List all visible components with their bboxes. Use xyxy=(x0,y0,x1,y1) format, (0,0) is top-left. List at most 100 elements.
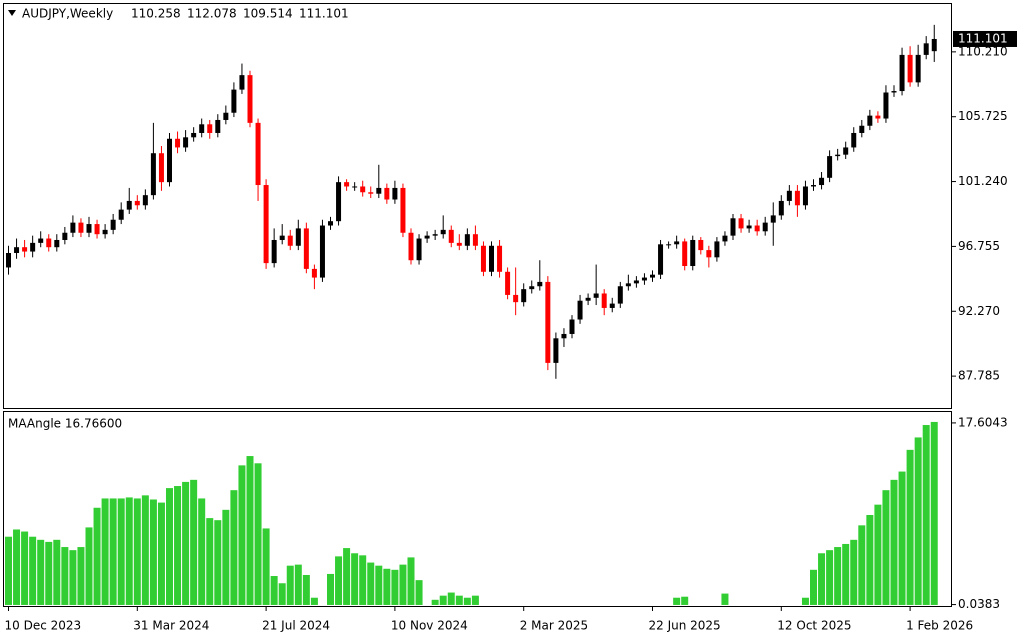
price-label-box xyxy=(953,30,1017,47)
candle-body xyxy=(207,124,213,133)
histogram-bar xyxy=(351,553,359,605)
histogram-bar xyxy=(407,557,415,605)
y-tick-label: 0.0383 xyxy=(958,597,1000,611)
candle-body xyxy=(46,238,52,248)
candle-body xyxy=(22,247,28,252)
histogram-bar xyxy=(359,555,367,605)
candle-body xyxy=(62,232,68,240)
candle-body xyxy=(923,43,929,55)
candle-body xyxy=(553,338,559,363)
histogram-bar xyxy=(69,550,77,605)
x-tick-label: 1 Feb 2026 xyxy=(906,619,973,633)
candle-body xyxy=(360,186,366,193)
candle-body xyxy=(126,200,132,210)
histogram-bar xyxy=(270,576,278,605)
x-tick-label: 12 Oct 2025 xyxy=(777,619,851,633)
candle-body xyxy=(432,234,438,236)
histogram-bar xyxy=(246,456,254,605)
candle-body xyxy=(714,241,720,258)
histogram-bar xyxy=(367,562,375,605)
candle-body xyxy=(802,186,808,206)
candle-body xyxy=(150,153,156,196)
candle-body xyxy=(891,91,897,93)
candle-body xyxy=(239,75,245,90)
candle-body xyxy=(931,38,937,52)
candle-body xyxy=(247,75,253,123)
candle-body xyxy=(311,268,317,278)
histogram-bar xyxy=(198,498,206,605)
histogram-bar xyxy=(399,564,407,605)
histogram-bar xyxy=(214,520,222,605)
histogram-bar xyxy=(335,556,343,605)
candle-body xyxy=(336,182,342,222)
candle-body xyxy=(867,115,873,126)
candle-body xyxy=(472,234,478,246)
candle-body xyxy=(328,221,333,226)
histogram-bar xyxy=(238,465,246,605)
histogram-bar xyxy=(206,518,214,605)
histogram-bar xyxy=(906,449,914,605)
candle-body xyxy=(255,122,261,186)
candle-body xyxy=(577,300,583,320)
y-tick-label: 92.270 xyxy=(958,304,1000,318)
candle-body xyxy=(819,177,825,186)
candle-body xyxy=(344,182,350,187)
histogram-bar xyxy=(166,488,173,605)
histogram-bar xyxy=(858,525,866,605)
histogram-bar xyxy=(471,595,479,605)
histogram-bar xyxy=(850,539,858,605)
candle-body xyxy=(440,229,446,235)
histogram-bar xyxy=(254,463,262,605)
candle-body xyxy=(497,245,503,272)
histogram-bar xyxy=(826,550,834,605)
candle-body xyxy=(158,153,164,183)
histogram-bar xyxy=(391,569,399,605)
histogram-bar xyxy=(463,597,471,605)
candle-body xyxy=(827,156,833,178)
histogram-bar xyxy=(133,498,141,605)
candle-body xyxy=(86,224,92,233)
ohlc-open: 110.258 xyxy=(131,7,181,21)
candle-body xyxy=(690,239,696,267)
histogram-bar xyxy=(922,425,930,605)
candle-body xyxy=(505,271,511,295)
candle-body xyxy=(223,112,229,120)
candle-body xyxy=(722,235,728,242)
histogram-bar xyxy=(125,497,133,605)
candle-body xyxy=(811,185,816,187)
candle-body xyxy=(899,54,905,92)
candle-body xyxy=(110,219,116,230)
candle-body xyxy=(448,229,454,243)
histogram-bar xyxy=(415,580,423,605)
collapse-arrow xyxy=(8,10,16,16)
indicator-title: MAAngle 16.76600 xyxy=(8,417,122,431)
ohlc-close: 111.101 xyxy=(299,7,349,21)
candle-body xyxy=(215,119,221,133)
y-tick-label: 105.725 xyxy=(958,109,1008,123)
candle-body xyxy=(38,238,44,243)
candle-body xyxy=(593,293,599,298)
indicator-panel xyxy=(3,411,952,607)
x-tick-label: 31 Mar 2024 xyxy=(133,619,209,633)
histogram-bar xyxy=(898,471,906,605)
histogram-bar xyxy=(914,437,922,605)
histogram-bar xyxy=(230,490,238,605)
histogram-bar xyxy=(842,543,850,605)
histogram-bar xyxy=(157,502,165,605)
histogram-bar xyxy=(882,490,890,605)
histogram-bar xyxy=(343,548,351,605)
histogram-bar xyxy=(673,597,681,605)
candle-body xyxy=(279,235,285,240)
candle-body xyxy=(835,154,841,157)
candle-body xyxy=(529,286,535,290)
histogram-bar xyxy=(890,479,898,605)
candle-body xyxy=(263,185,269,264)
candle-body xyxy=(368,192,374,194)
histogram-bar xyxy=(310,597,318,605)
histogram-bar xyxy=(5,536,12,605)
y-tick-label: 101.240 xyxy=(958,174,1008,188)
histogram-bar xyxy=(190,479,198,605)
candle-body xyxy=(907,54,913,83)
histogram-bar xyxy=(21,531,29,605)
histogram-bar xyxy=(13,529,21,605)
